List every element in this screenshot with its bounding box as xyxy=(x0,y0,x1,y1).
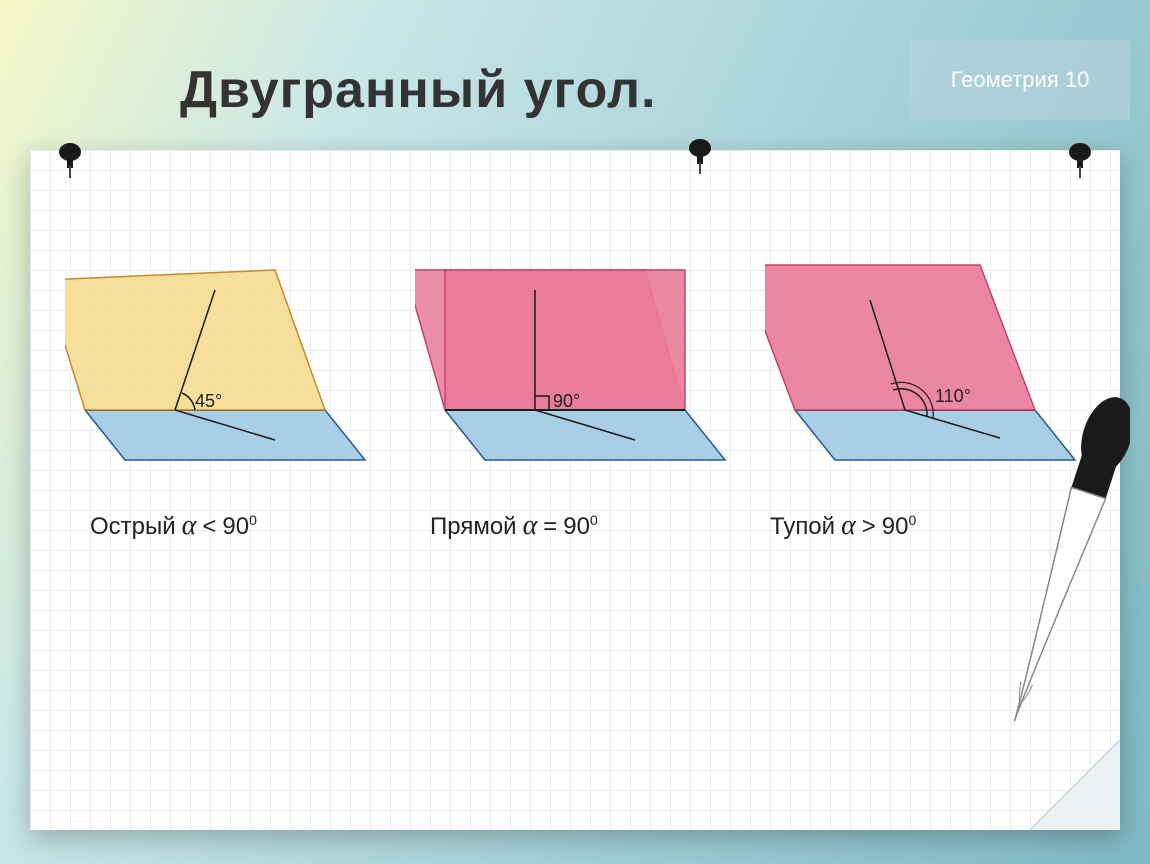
caption-right-type: Прямой xyxy=(430,513,517,541)
alpha-symbol: α xyxy=(182,510,197,542)
caption-acute-ref: 900 xyxy=(222,512,257,541)
diagrams-row: 45° 90° xyxy=(50,210,1100,490)
header-tab: Геометрия 10 xyxy=(910,40,1130,120)
pushpin-icon xyxy=(680,136,720,176)
caption-obtuse-rel: > xyxy=(862,513,876,541)
alpha-symbol: α xyxy=(523,510,538,542)
header-tab-label: Геометрия 10 xyxy=(951,67,1090,93)
pushpin-icon xyxy=(50,140,90,180)
diagram-acute: 45° xyxy=(65,210,385,490)
caption-acute-rel: < xyxy=(202,513,216,541)
caption-acute: Острый α < 900 xyxy=(90,510,257,542)
page-title: Двугранный угол. xyxy=(180,60,656,120)
caption-obtuse: Тупой α > 900 xyxy=(770,510,916,542)
caption-acute-type: Острый xyxy=(90,513,176,541)
angle-label-acute: 45° xyxy=(195,391,222,411)
angle-label-right: 90° xyxy=(553,391,580,411)
caption-obtuse-type: Тупой xyxy=(770,513,835,541)
caption-obtuse-ref: 900 xyxy=(882,512,917,541)
caption-right-ref: 900 xyxy=(563,512,598,541)
diagram-obtuse: 110° xyxy=(765,210,1085,490)
paper-sheet: 45° 90° xyxy=(30,150,1120,830)
angle-label-obtuse: 110° xyxy=(935,386,971,406)
diagram-right: 90° xyxy=(415,210,735,490)
caption-right: Прямой α = 900 xyxy=(430,510,598,542)
paper-fold xyxy=(1030,740,1120,830)
alpha-symbol: α xyxy=(841,510,856,542)
caption-right-rel: = xyxy=(543,513,557,541)
pushpin-icon xyxy=(1060,140,1100,180)
